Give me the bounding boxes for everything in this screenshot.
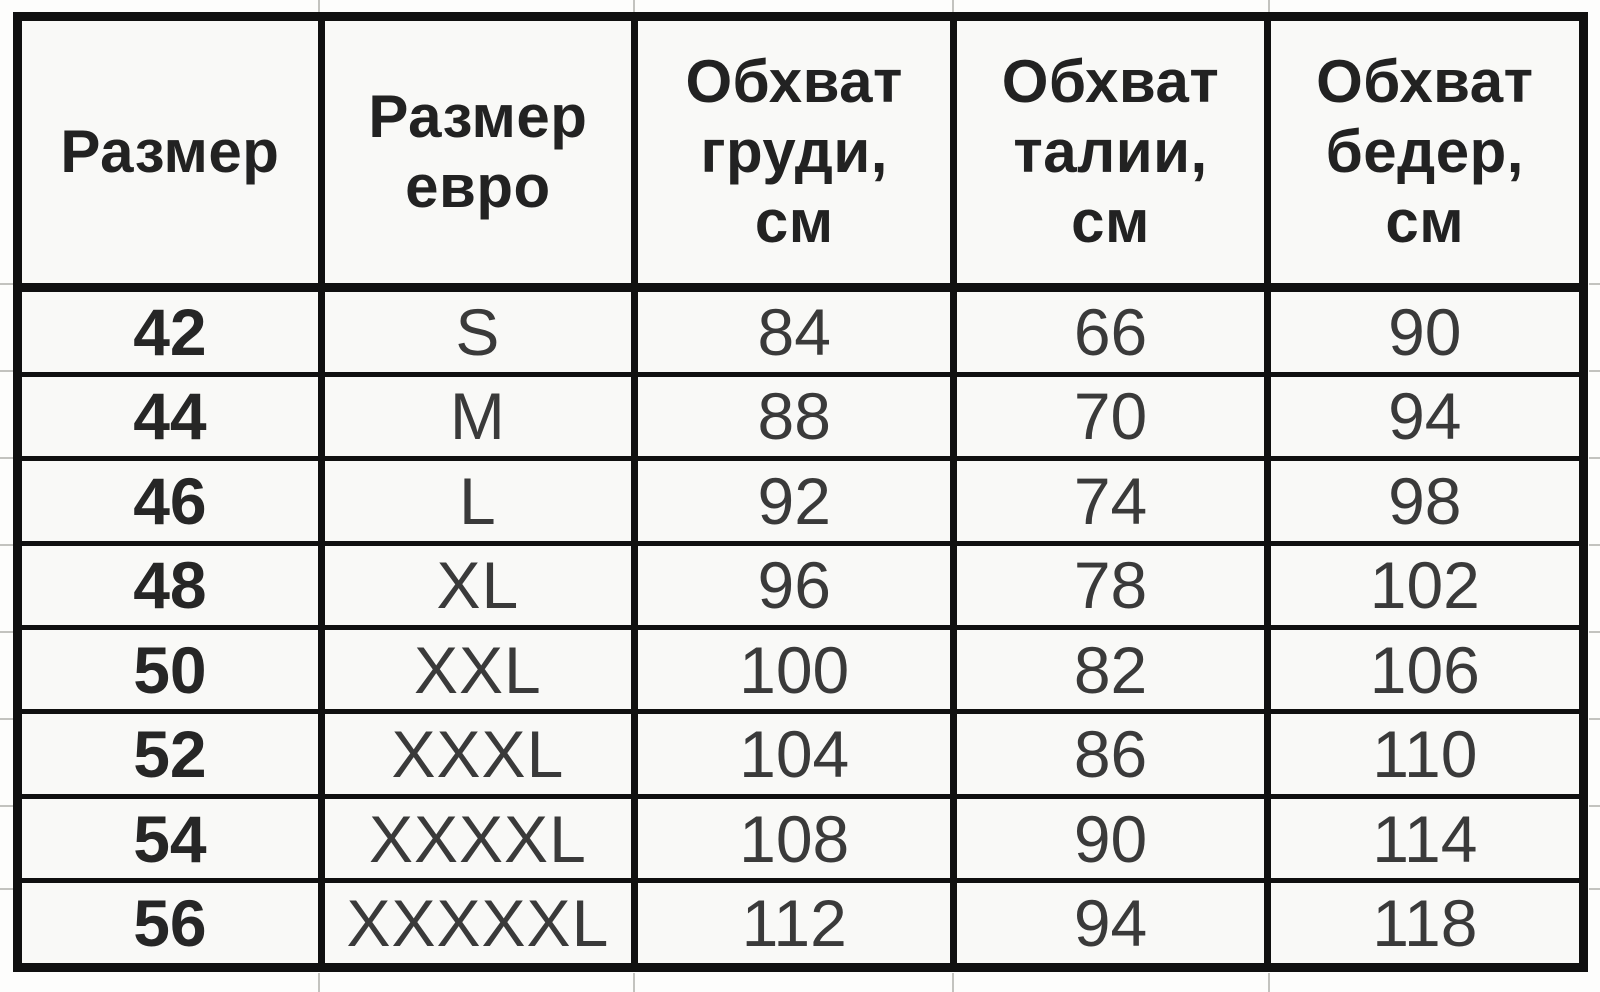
table-cell: 108 <box>630 793 958 884</box>
spreadsheet-gridline <box>0 805 13 807</box>
table-cell: 98 <box>1263 456 1588 546</box>
table-row: 48 XL 96 78 102 <box>14 540 1588 630</box>
table-cell: 56 <box>14 878 325 970</box>
spreadsheet-gridline <box>0 370 13 372</box>
table-cell: 52 <box>14 709 325 799</box>
table-cell: 66 <box>950 285 1271 377</box>
table-row: 44 M 88 70 94 <box>14 371 1588 462</box>
spreadsheet-gridline <box>1589 718 1600 720</box>
table-cell: M <box>317 371 638 462</box>
spreadsheet-gridline <box>1589 370 1600 372</box>
table-cell: XXL <box>317 624 638 715</box>
table-row: 52 XXXL 104 86 110 <box>14 709 1588 799</box>
table-cell: 114 <box>1263 793 1588 884</box>
spreadsheet-gridline <box>1268 973 1270 992</box>
table-cell: 48 <box>14 540 325 630</box>
table-cell: 92 <box>630 456 958 546</box>
table-cell: 100 <box>630 624 958 715</box>
spreadsheet-gridline <box>0 888 13 890</box>
table-cell: XXXXL <box>317 793 638 884</box>
column-header-size: Размер <box>14 13 325 292</box>
spreadsheet-gridline <box>0 718 13 720</box>
table-cell: XL <box>317 540 638 630</box>
spreadsheet-gridline <box>633 0 635 12</box>
table-cell: 84 <box>630 285 958 377</box>
table-cell: 94 <box>1263 371 1588 462</box>
spreadsheet-gridline <box>1589 544 1600 546</box>
spreadsheet-gridline <box>1589 631 1600 633</box>
table-cell: 110 <box>1263 709 1588 799</box>
table-cell: 96 <box>630 540 958 630</box>
spreadsheet-gridline <box>0 544 13 546</box>
table-cell: 86 <box>950 709 1271 799</box>
spreadsheet-gridline <box>1589 805 1600 807</box>
spreadsheet-gridline <box>318 0 320 12</box>
table-cell: 112 <box>630 878 958 970</box>
table-cell: 50 <box>14 624 325 715</box>
table-cell: XXXXXL <box>317 878 638 970</box>
table-row: 42 S 84 66 90 <box>14 285 1588 377</box>
table-cell: 82 <box>950 624 1271 715</box>
spreadsheet-gridline <box>0 283 13 285</box>
table-cell: 44 <box>14 371 325 462</box>
spreadsheet-gridline <box>1589 457 1600 459</box>
table-cell: 54 <box>14 793 325 884</box>
column-header-waist: Обхват талии, см <box>950 13 1271 292</box>
column-header-chest: Обхват груди, см <box>630 13 958 292</box>
table-cell: 118 <box>1263 878 1588 970</box>
table-row: 50 XXL 100 82 106 <box>14 624 1588 715</box>
table-cell: 90 <box>1263 285 1588 377</box>
table-cell: 46 <box>14 456 325 546</box>
table-cell: 102 <box>1263 540 1588 630</box>
header-row: Размер Размер евро Обхват груди, см Обхв… <box>14 13 1588 292</box>
table-cell: 88 <box>630 371 958 462</box>
spreadsheet-gridline <box>952 0 954 12</box>
spreadsheet-gridline <box>633 973 635 992</box>
table-cell: L <box>317 456 638 546</box>
table-cell: 42 <box>14 285 325 377</box>
table-row: 54 XXXXL 108 90 114 <box>14 793 1588 884</box>
column-header-hips: Обхват бедер, см <box>1263 13 1588 292</box>
table-cell: 90 <box>950 793 1271 884</box>
spreadsheet-gridline <box>0 631 13 633</box>
column-header-size-euro: Размер евро <box>317 13 638 292</box>
table-cell: 106 <box>1263 624 1588 715</box>
table-cell: XXXL <box>317 709 638 799</box>
spreadsheet-gridline <box>318 973 320 992</box>
table-cell: S <box>317 285 638 377</box>
table-cell: 70 <box>950 371 1271 462</box>
table-cell: 74 <box>950 456 1271 546</box>
table-cell: 104 <box>630 709 958 799</box>
table-row: 56 XXXXXL 112 94 118 <box>14 878 1588 970</box>
table-row: 46 L 92 74 98 <box>14 456 1588 546</box>
table-cell: 78 <box>950 540 1271 630</box>
spreadsheet-gridline <box>952 973 954 992</box>
spreadsheet-gridline <box>1268 0 1270 12</box>
table-cell: 94 <box>950 878 1271 970</box>
size-chart-table: Размер Размер евро Обхват груди, см Обхв… <box>13 12 1588 972</box>
spreadsheet-gridline <box>1589 888 1600 890</box>
spreadsheet-gridline <box>0 457 13 459</box>
spreadsheet-gridline <box>1589 283 1600 285</box>
